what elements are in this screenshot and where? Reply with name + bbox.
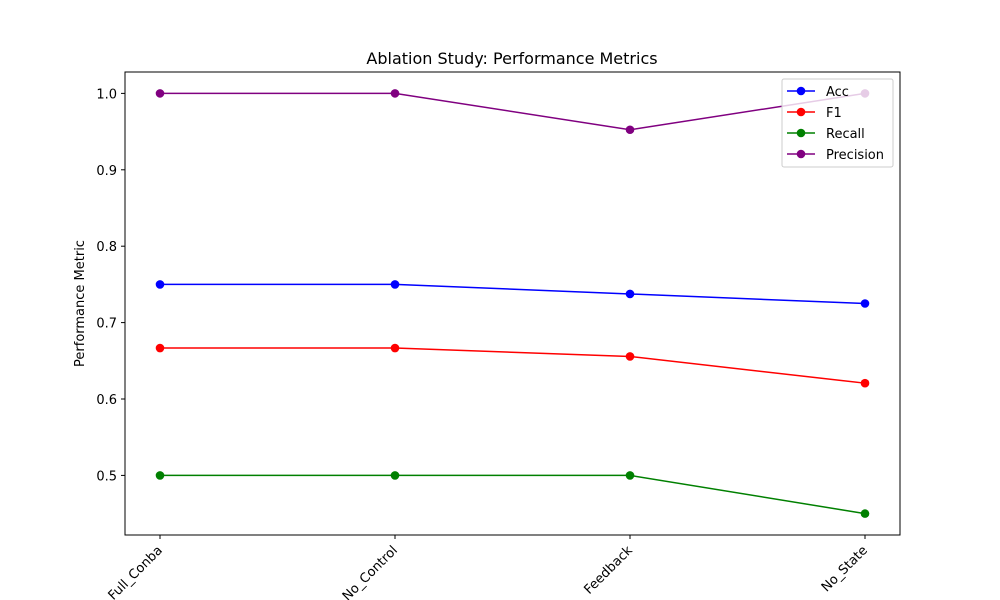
legend-label-acc: Acc [826, 85, 849, 100]
data-point-acc [155, 280, 165, 289]
plot-frame [124, 71, 901, 536]
legend: Acc F1 Recall Precision [781, 78, 894, 168]
data-point-acc [625, 289, 635, 299]
data-point-precision [625, 125, 635, 135]
y-axis-ticks: 0.5 0.6 0.7 0.8 0.9 1.0 [96, 87, 125, 484]
y-tick-label: 0.6 [96, 393, 117, 408]
legend-marker-precision [796, 149, 806, 159]
legend-label-f1: F1 [826, 106, 842, 121]
data-point-f1 [625, 352, 635, 361]
data-point-f1 [390, 343, 400, 353]
y-tick-label: 1.0 [96, 87, 117, 102]
series-line-acc [160, 283, 866, 305]
y-tick-label: 0.5 [96, 469, 117, 484]
data-point-precision [155, 89, 165, 98]
y-tick-label: 0.7 [96, 317, 117, 332]
y-tick-label: 0.9 [96, 164, 117, 179]
legend-box [781, 78, 894, 168]
data-point-acc [860, 299, 870, 308]
data-point-recall [390, 471, 400, 480]
y-axis-label: Performance Metric [73, 240, 88, 367]
data-point-f1 [860, 378, 870, 388]
data-point-acc [390, 280, 400, 289]
series-line-f1 [160, 347, 866, 384]
series-line-precision [160, 92, 866, 131]
legend-marker-acc [796, 86, 806, 96]
data-point-f1 [155, 343, 165, 353]
legend-label-recall: Recall [826, 127, 865, 142]
series-layer [155, 89, 870, 518]
legend-label-precision: Precision [826, 148, 884, 163]
data-point-precision [390, 89, 400, 98]
data-point-recall [155, 471, 165, 480]
legend-marker-f1 [796, 107, 806, 117]
data-point-recall [625, 471, 635, 480]
series-line-recall [160, 474, 866, 515]
chart-title: Ablation Study: Performance Metrics [366, 49, 657, 68]
legend-marker-recall [796, 128, 806, 138]
y-tick-label: 0.8 [96, 240, 117, 255]
data-point-recall [860, 509, 870, 518]
legend-items: Acc F1 Recall Precision [787, 85, 884, 163]
